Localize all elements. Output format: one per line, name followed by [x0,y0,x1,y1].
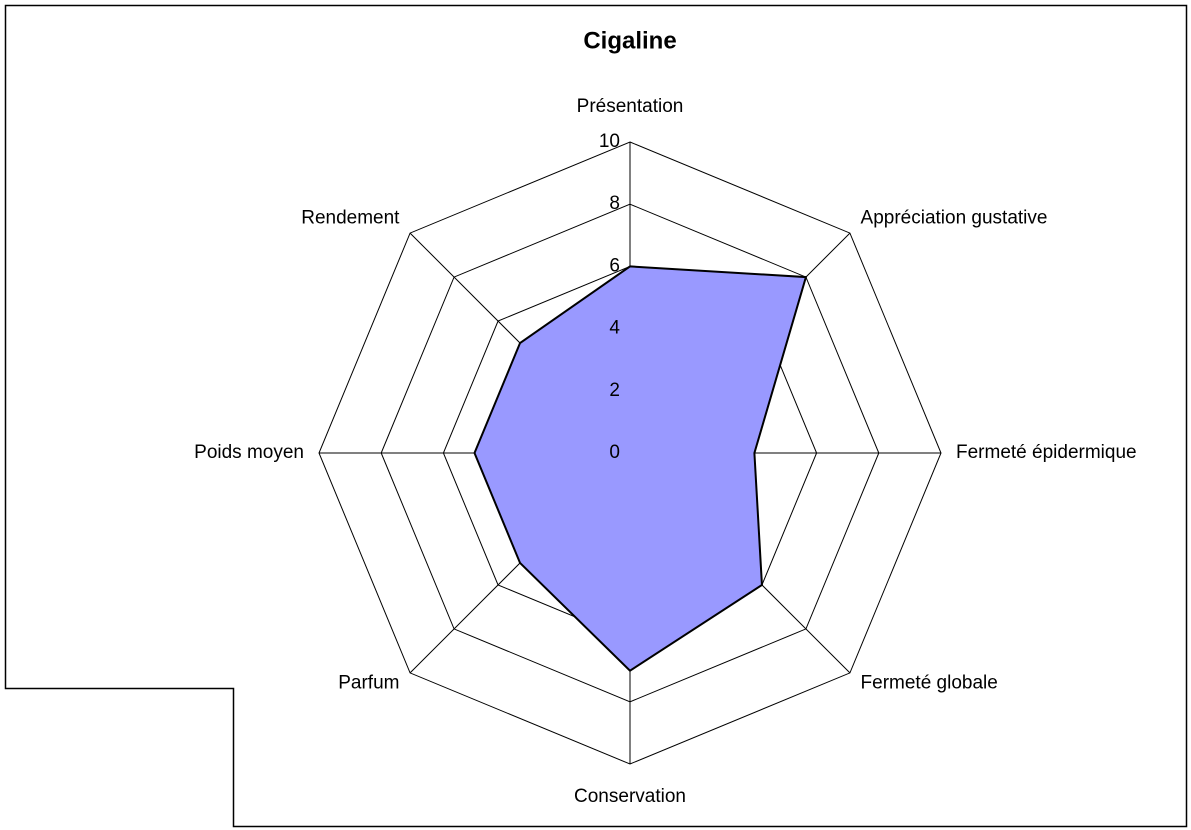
category-label: Conservation [574,786,686,807]
category-label: Parfum [338,673,399,694]
category-label: Poids moyen [194,442,304,463]
r-tick-label: 10 [599,131,620,152]
r-tick-label: 0 [609,442,620,463]
plot: 0 2 4 6 8 10 Présentation Appréciation gustativ… [194,96,1136,807]
category-label: Fermeté épidermique [956,442,1137,463]
r-tick-label: 4 [609,318,620,339]
category-label: Présentation [577,96,684,117]
r-tick-label: 2 [609,380,620,401]
r-tick-label: 6 [609,255,620,276]
category-label: Appréciation gustative [861,207,1048,228]
series-area [473,265,808,672]
r-tick-label: 8 [609,193,620,214]
chart-title: Cigaline [583,27,676,54]
category-label: Rendement [301,207,400,228]
category-label: Fermeté globale [861,673,998,694]
